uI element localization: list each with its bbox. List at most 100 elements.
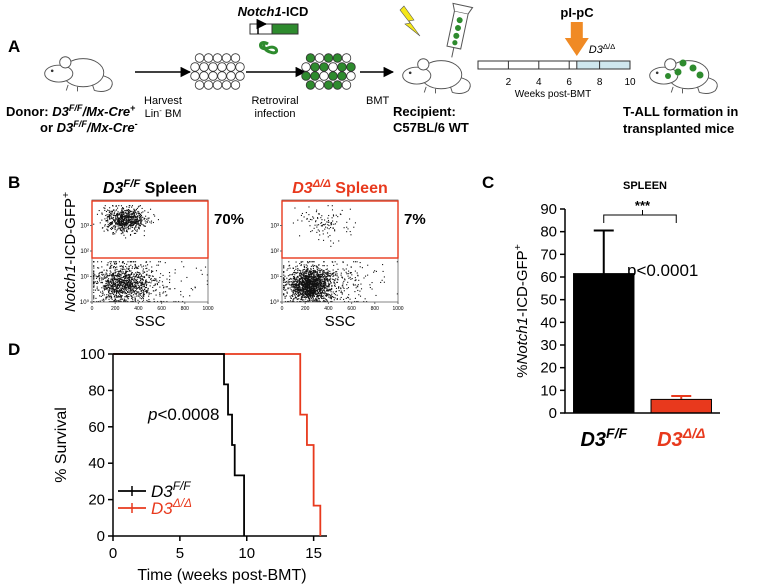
- flow-event: [342, 282, 344, 284]
- flow-event: [117, 275, 119, 277]
- flow-event: [309, 261, 311, 263]
- flow-event: [332, 220, 334, 222]
- flow-event: [122, 218, 124, 220]
- flow-event: [115, 294, 117, 296]
- flow-event: [120, 297, 122, 299]
- flow-event: [128, 218, 130, 220]
- flow-event: [153, 214, 155, 216]
- flow-event: [323, 300, 325, 302]
- flow-event: [128, 216, 130, 218]
- flow-event: [141, 287, 143, 289]
- flow-event: [369, 286, 371, 289]
- flow-event: [295, 280, 297, 282]
- flow-event: [121, 210, 123, 212]
- flow-event: [328, 221, 330, 223]
- flow-event: [133, 282, 135, 284]
- flow-event: [308, 279, 310, 281]
- flow-event: [146, 283, 148, 285]
- flow-event: [107, 296, 109, 298]
- flow-event: [329, 295, 331, 297]
- flow-event: [130, 219, 132, 221]
- flow-event: [307, 279, 309, 281]
- flow-event: [318, 280, 320, 282]
- flow-event: [143, 225, 146, 227]
- flow-event: [181, 261, 183, 263]
- flow-event: [133, 223, 135, 225]
- flow-event: [124, 282, 126, 284]
- flow-event: [307, 297, 310, 299]
- flow-event: [116, 295, 118, 297]
- flow-event: [288, 281, 290, 283]
- flow-event: [333, 264, 335, 267]
- flow-event: [112, 274, 114, 276]
- flow-event: [133, 214, 135, 216]
- flow-event: [336, 221, 338, 223]
- flow-event: [327, 290, 329, 292]
- step-label: Harvest: [144, 95, 182, 107]
- flow-event: [146, 220, 148, 223]
- flow-event: [115, 289, 117, 291]
- flow-event: [116, 223, 118, 225]
- flow-event: [133, 208, 135, 210]
- flow-event: [124, 284, 126, 286]
- flow-event: [304, 293, 307, 295]
- flow-event: [116, 216, 118, 218]
- flow-event: [337, 279, 339, 281]
- flow-event: [107, 286, 109, 288]
- flow-event: [135, 224, 137, 226]
- flow-event: [112, 293, 115, 295]
- flow-event: [306, 293, 308, 295]
- flow-events: [283, 205, 398, 303]
- flow-event: [333, 292, 335, 295]
- flow-event: [136, 287, 138, 289]
- flow-event: [140, 290, 142, 292]
- flow-event: [128, 206, 130, 208]
- flow-event: [322, 265, 324, 267]
- flow-event: [112, 226, 114, 228]
- flow-event: [303, 299, 305, 301]
- treatment-label: pI-pC: [560, 5, 594, 20]
- flow-event: [130, 281, 132, 283]
- flow-event: [131, 218, 133, 220]
- flow-event: [136, 295, 138, 297]
- flow-event: [323, 289, 325, 291]
- panel-letter: A: [8, 37, 20, 56]
- flow-event: [316, 292, 318, 294]
- flow-event: [112, 227, 114, 229]
- flow-event: [110, 228, 113, 230]
- flow-event: [110, 265, 112, 267]
- flow-event: [116, 229, 118, 231]
- flow-event: [135, 220, 138, 222]
- flow-event: [334, 285, 336, 287]
- flow-event: [150, 278, 152, 281]
- flow-event: [335, 290, 338, 292]
- flow-event: [317, 273, 319, 276]
- flow-event: [119, 300, 121, 303]
- flow-event: [140, 274, 143, 276]
- flow-event: [286, 282, 288, 284]
- flow-event: [112, 291, 114, 293]
- x-tick-label: 200: [301, 306, 310, 312]
- flow-event: [118, 220, 121, 222]
- flow-event: [305, 276, 307, 278]
- flow-event: [309, 291, 311, 293]
- cell: [305, 53, 316, 63]
- flow-event: [135, 222, 137, 225]
- x-tick-label: 1000: [392, 306, 403, 312]
- flow-event: [297, 291, 299, 293]
- flow-event: [134, 267, 136, 269]
- flow-event: [314, 290, 316, 292]
- flow-event: [330, 297, 332, 299]
- flow-event: [306, 284, 308, 286]
- flow-event: [301, 286, 303, 289]
- flow-event: [108, 292, 110, 294]
- flow-event: [327, 289, 329, 291]
- flow-event: [346, 221, 348, 223]
- flow-event: [310, 279, 312, 282]
- flow-event: [151, 280, 153, 282]
- flow-event: [141, 287, 143, 290]
- flow-event: [101, 272, 103, 274]
- flow-event: [301, 283, 303, 285]
- flow-event: [125, 215, 127, 217]
- flow-event: [136, 218, 138, 220]
